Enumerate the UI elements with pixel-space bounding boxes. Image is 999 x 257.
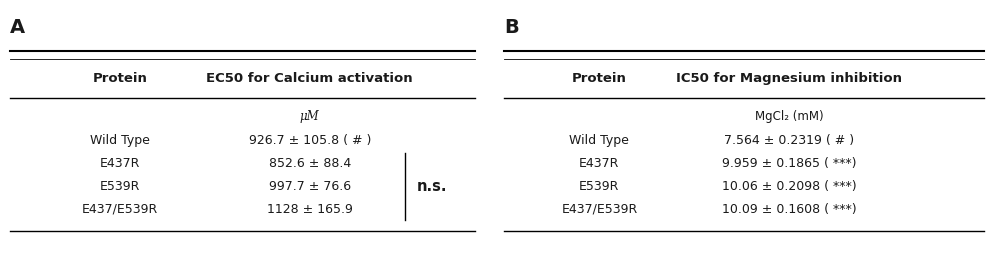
Text: Protein: Protein: [572, 72, 626, 85]
Text: E437R: E437R: [100, 157, 140, 170]
Text: 997.7 ± 76.6: 997.7 ± 76.6: [269, 180, 351, 193]
Text: 7.564 ± 0.2319 ( # ): 7.564 ± 0.2319 ( # ): [724, 134, 854, 146]
Text: Protein: Protein: [93, 72, 147, 85]
Text: EC50 for Calcium activation: EC50 for Calcium activation: [207, 72, 413, 85]
Text: 10.06 ± 0.2098 ( ***): 10.06 ± 0.2098 ( ***): [722, 180, 856, 193]
Text: 852.6 ± 88.4: 852.6 ± 88.4: [269, 157, 351, 170]
Text: Wild Type: Wild Type: [90, 134, 150, 146]
Text: E539R: E539R: [100, 180, 140, 193]
Text: E539R: E539R: [579, 180, 619, 193]
Text: 1128 ± 165.9: 1128 ± 165.9: [267, 203, 353, 216]
Text: 9.959 ± 0.1865 ( ***): 9.959 ± 0.1865 ( ***): [722, 157, 856, 170]
Text: Wild Type: Wild Type: [569, 134, 629, 146]
Text: 10.09 ± 0.1608 ( ***): 10.09 ± 0.1608 ( ***): [722, 203, 856, 216]
Text: IC50 for Magnesium inhibition: IC50 for Magnesium inhibition: [676, 72, 902, 85]
Text: E437R: E437R: [579, 157, 619, 170]
Text: E437/E539R: E437/E539R: [82, 203, 158, 216]
Text: MgCl₂ (mM): MgCl₂ (mM): [755, 111, 823, 123]
Text: A: A: [10, 18, 25, 37]
Text: n.s.: n.s.: [417, 179, 448, 194]
Text: 926.7 ± 105.8 ( # ): 926.7 ± 105.8 ( # ): [249, 134, 371, 146]
Text: μM: μM: [300, 111, 320, 123]
Text: E437/E539R: E437/E539R: [561, 203, 637, 216]
Text: B: B: [504, 18, 519, 37]
